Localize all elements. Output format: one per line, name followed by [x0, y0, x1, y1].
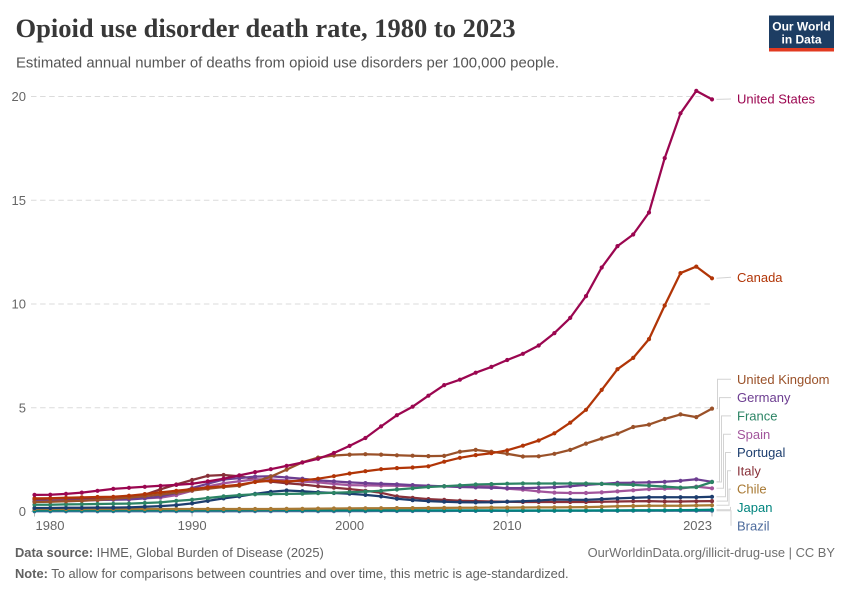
svg-text:Estimated annual number of dea: Estimated annual number of deaths from o…	[16, 55, 559, 71]
svg-text:10: 10	[12, 297, 26, 312]
svg-text:0: 0	[19, 504, 26, 519]
svg-text:Note: To allow for comparisons: Note: To allow for comparisons between c…	[15, 566, 569, 581]
svg-text:1990: 1990	[178, 518, 207, 533]
svg-text:France: France	[737, 409, 777, 424]
svg-text:in Data: in Data	[781, 33, 821, 47]
svg-text:Opioid use disorder death rate: Opioid use disorder death rate, 1980 to …	[16, 13, 516, 43]
svg-text:Portugal: Portugal	[737, 445, 786, 460]
svg-text:United Kingdom: United Kingdom	[737, 372, 830, 387]
svg-text:1980: 1980	[36, 518, 65, 533]
svg-text:2000: 2000	[335, 518, 364, 533]
svg-text:OurWorldinData.org/illicit-dru: OurWorldinData.org/illicit-drug-use | CC…	[588, 545, 836, 560]
svg-text:Brazil: Brazil	[737, 518, 770, 533]
svg-text:Chile: Chile	[737, 482, 767, 497]
svg-text:Japan: Japan	[737, 500, 772, 515]
svg-text:Data source: IHME, Global Burd: Data source: IHME, Global Burden of Dise…	[15, 545, 324, 560]
svg-text:Germany: Germany	[737, 390, 791, 405]
svg-text:15: 15	[12, 193, 26, 208]
svg-text:2010: 2010	[493, 518, 522, 533]
svg-text:United States: United States	[737, 92, 816, 107]
svg-text:5: 5	[19, 400, 26, 415]
svg-text:Italy: Italy	[737, 463, 761, 478]
svg-text:20: 20	[12, 89, 26, 104]
svg-text:2023: 2023	[683, 518, 712, 533]
svg-text:Our World: Our World	[772, 20, 830, 34]
svg-text:Spain: Spain	[737, 427, 770, 442]
svg-text:Canada: Canada	[737, 270, 783, 285]
